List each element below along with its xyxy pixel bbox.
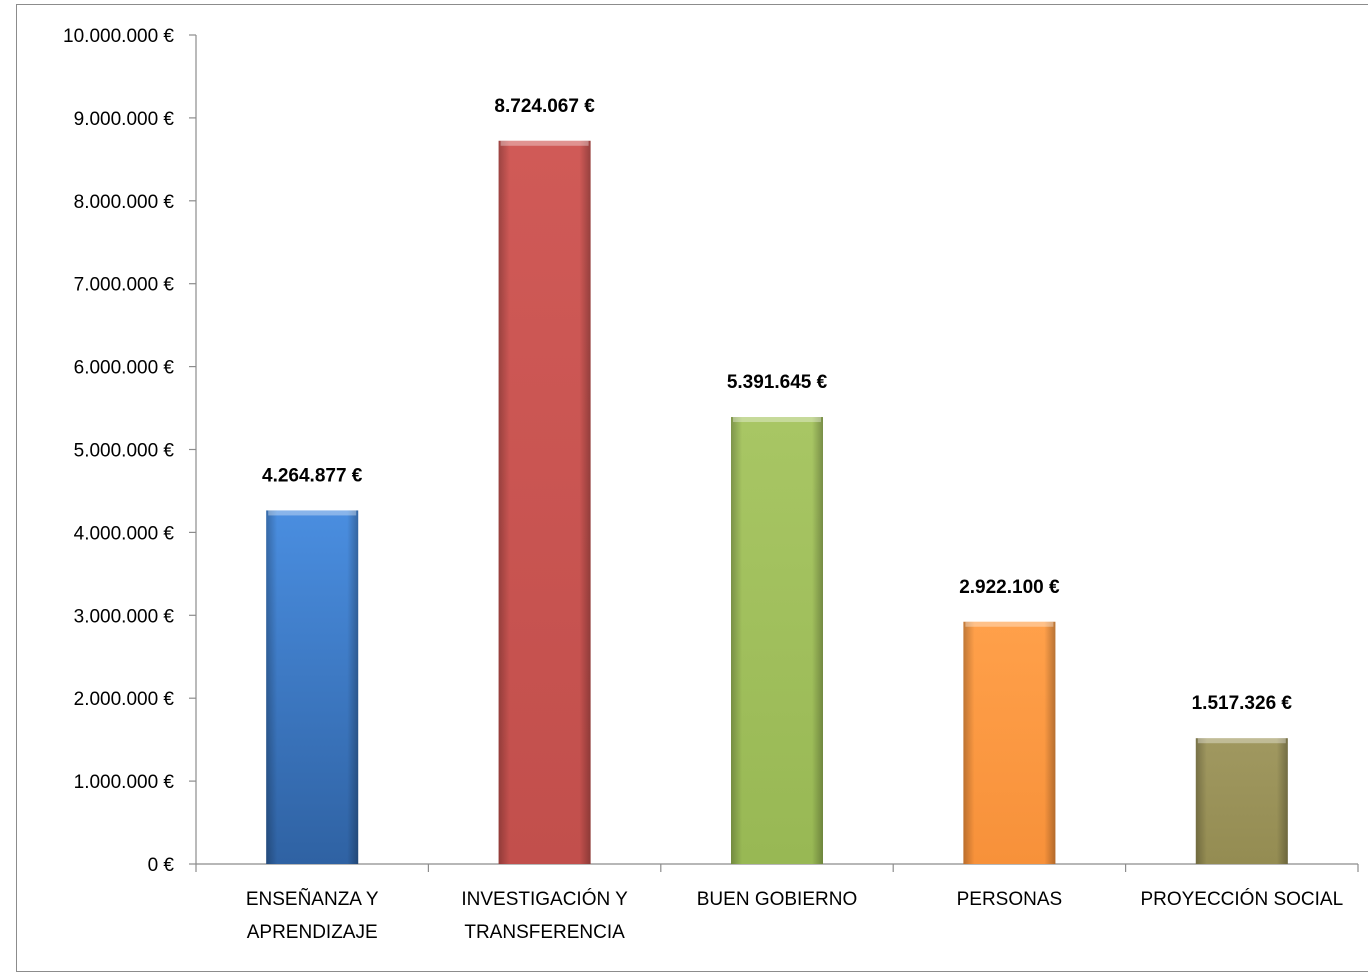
data-label: 1.517.326 € [1192,693,1293,714]
data-label: 5.391.645 € [727,372,828,393]
y-tick-label: 4.000.000 € [74,523,175,544]
y-tick-label: 7.000.000 € [74,275,175,296]
bar-top-bevel [1197,738,1286,744]
data-label: 8.724.067 € [494,96,595,117]
bar-top-bevel [268,510,357,516]
x-tick-label: PERSONAS [957,889,1063,910]
y-tick-label: 5.000.000 € [74,441,175,462]
data-label: 2.922.100 € [959,577,1060,598]
x-tick-label: BUEN GOBIERNO [697,889,857,910]
y-tick-label: 6.000.000 € [74,358,175,379]
axes: 0 € 1.000.000 € 2.000.000 € 3.000.000 € 4.00… [63,26,1359,876]
bar-top-bevel [733,417,821,423]
bar-shade [1195,738,1288,864]
y-tick-label: 8.000.000 € [74,192,175,213]
x-tick-label: ENSEÑANZA Y [246,888,379,910]
bar-shade [963,621,1056,864]
bar-shade [498,140,591,864]
y-tick-label: 0 € [148,855,175,876]
labels: 4.264.877 € ENSEÑANZA Y APRENDIZAJE 8.724.0… [246,96,1343,943]
data-label: 4.264.877 € [262,465,363,486]
bars [266,140,1288,864]
bar-top-bevel [965,621,1054,627]
bar-top-bevel [500,140,589,146]
y-tick-label: 9.000.000 € [74,109,175,130]
x-tick-label: INVESTIGACIÓN Y [461,888,628,910]
bar-shade [731,417,823,864]
x-tick-label: APRENDIZAJE [247,922,378,943]
chart-frame [16,4,1368,972]
x-tick-label: TRANSFERENCIA [464,922,625,943]
bar-shade [266,510,359,864]
y-tick-label: 10.000.000 € [63,26,174,47]
y-tick-label: 3.000.000 € [74,606,175,627]
y-tick-label: 2.000.000 € [74,689,175,710]
x-tick-label: PROYECCIÓN SOCIAL [1140,888,1343,910]
y-tick-label: 1.000.000 € [74,772,175,793]
